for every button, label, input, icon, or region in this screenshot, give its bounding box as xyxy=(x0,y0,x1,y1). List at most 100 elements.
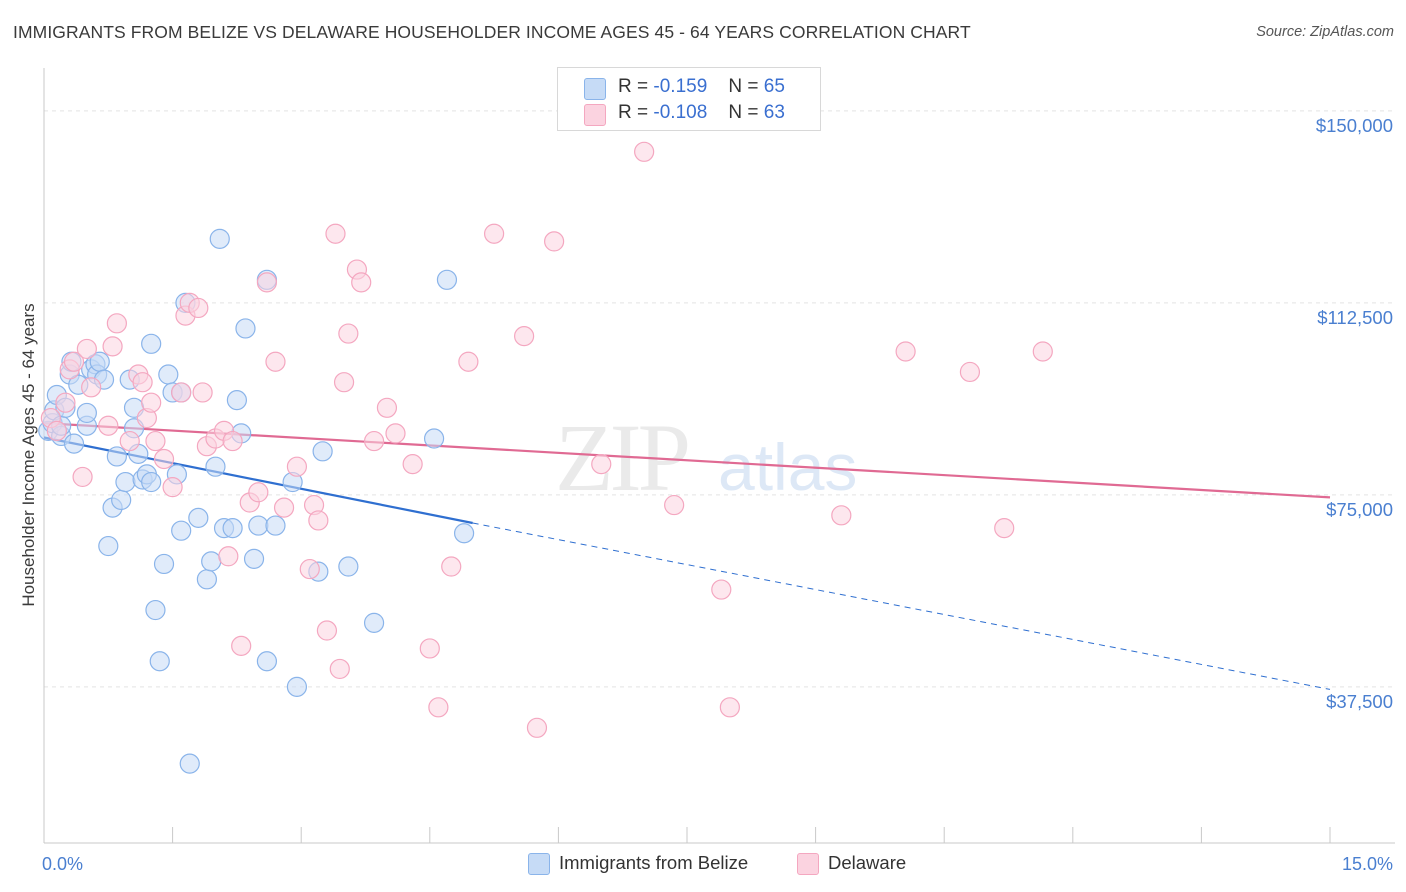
delaware-point xyxy=(526,717,548,738)
delaware-point xyxy=(1032,341,1053,362)
belize-point xyxy=(158,364,179,385)
delaware-point xyxy=(218,546,239,567)
delaware-point xyxy=(719,697,740,718)
belize-point xyxy=(338,556,359,577)
delaware-point xyxy=(76,338,97,360)
belize-point xyxy=(201,551,222,572)
n-label: N = xyxy=(728,76,759,97)
r-value-belize: -0.159 xyxy=(653,76,708,97)
delaware-point xyxy=(145,430,166,452)
delaware-point xyxy=(55,392,76,413)
belize-point xyxy=(286,676,308,697)
delaware-point xyxy=(81,377,102,398)
delaware-point xyxy=(591,454,612,475)
belize-point xyxy=(145,599,166,621)
belize-point xyxy=(248,515,269,536)
n-value-delaware: 63 xyxy=(763,102,785,123)
delaware-point xyxy=(63,351,85,372)
belize-point xyxy=(235,318,256,339)
belize-point xyxy=(98,535,119,557)
delaware-swatch xyxy=(797,853,819,875)
delaware-point xyxy=(248,482,269,503)
belize-point xyxy=(115,471,136,493)
delaware-point xyxy=(265,351,286,372)
belize-point xyxy=(209,228,230,249)
delaware-point xyxy=(119,430,140,452)
delaware-point xyxy=(428,697,449,718)
belize-swatch xyxy=(528,853,550,875)
axes xyxy=(43,68,1395,844)
x-tick-label: 15.0% xyxy=(1342,854,1393,874)
belize-point xyxy=(111,489,132,511)
delaware-point xyxy=(402,454,423,475)
belize-point xyxy=(312,441,333,462)
delaware-point xyxy=(102,336,123,357)
belize-point xyxy=(222,518,243,539)
delaware-point xyxy=(46,420,67,441)
delaware-point xyxy=(376,397,398,418)
y-tick-label: $112,500 xyxy=(1317,307,1393,328)
r-value-delaware: -0.108 xyxy=(653,102,708,123)
n-value-belize: 65 xyxy=(763,76,785,97)
delaware-point xyxy=(231,635,252,656)
y-tick-label: $37,500 xyxy=(1326,691,1393,712)
delaware-point xyxy=(286,456,308,477)
belize-point xyxy=(243,548,265,569)
delaware-point xyxy=(484,223,505,244)
data-points xyxy=(38,141,1053,774)
belize-point xyxy=(226,390,247,411)
delaware-point xyxy=(458,351,479,372)
belize-point xyxy=(205,456,226,477)
delaware-point xyxy=(72,466,93,488)
legend-label-delaware: Delaware xyxy=(828,852,907,873)
delaware-point xyxy=(141,392,162,413)
belize-point xyxy=(423,428,445,449)
belize-point xyxy=(153,553,175,575)
y-tick-label: $150,000 xyxy=(1316,115,1393,136)
delaware-point xyxy=(514,326,535,347)
belize-trend-extension xyxy=(472,522,1331,690)
legend-label-belize: Immigrants from Belize xyxy=(559,852,749,873)
belize-point xyxy=(149,651,170,672)
delaware-point xyxy=(385,423,406,444)
delaware-point xyxy=(994,518,1015,539)
delaware-point xyxy=(363,430,385,452)
delaware-point xyxy=(132,372,153,393)
delaware-point xyxy=(256,272,278,293)
belize-point xyxy=(196,569,217,590)
delaware-point xyxy=(192,382,213,403)
source-credit: Source: ZipAtlas.com xyxy=(1256,24,1394,40)
delaware-point xyxy=(222,430,243,452)
delaware-point xyxy=(325,223,346,244)
delaware-point xyxy=(895,341,916,362)
delaware-point xyxy=(98,415,119,436)
delaware-point xyxy=(273,497,295,518)
delaware-swatch xyxy=(584,104,606,126)
delaware-point xyxy=(634,141,655,162)
x-tick-label: 0.0% xyxy=(42,854,83,874)
tick-labels: $37,500 $75,000 $112,500 $150,000 0.0% 15.0% xyxy=(42,115,1393,874)
correlation-legend: R = -0.159 N = 65 R = -0.108 N = 63 xyxy=(557,67,821,131)
belize-point xyxy=(141,471,162,493)
y-axis-label: Householder Income Ages 45 - 64 years xyxy=(19,303,38,606)
delaware-trend-line xyxy=(43,422,1331,499)
delaware-point xyxy=(441,556,462,577)
delaware-point xyxy=(316,620,338,641)
delaware-point xyxy=(664,494,685,516)
r-label: R = xyxy=(618,76,649,97)
delaware-point xyxy=(299,558,320,580)
belize-point xyxy=(76,402,97,424)
y-tick-label: $75,000 xyxy=(1326,499,1393,520)
belize-swatch xyxy=(584,78,606,100)
delaware-point xyxy=(959,361,981,383)
belize-point xyxy=(436,269,458,290)
watermark: ZIPatlas xyxy=(555,404,857,511)
delaware-point xyxy=(544,231,565,252)
belize-point xyxy=(363,612,385,633)
delaware-point xyxy=(188,297,209,319)
delaware-point xyxy=(711,579,732,600)
belize-point xyxy=(63,433,85,454)
delaware-point xyxy=(351,272,372,293)
delaware-point xyxy=(162,477,183,498)
delaware-point xyxy=(419,638,440,659)
